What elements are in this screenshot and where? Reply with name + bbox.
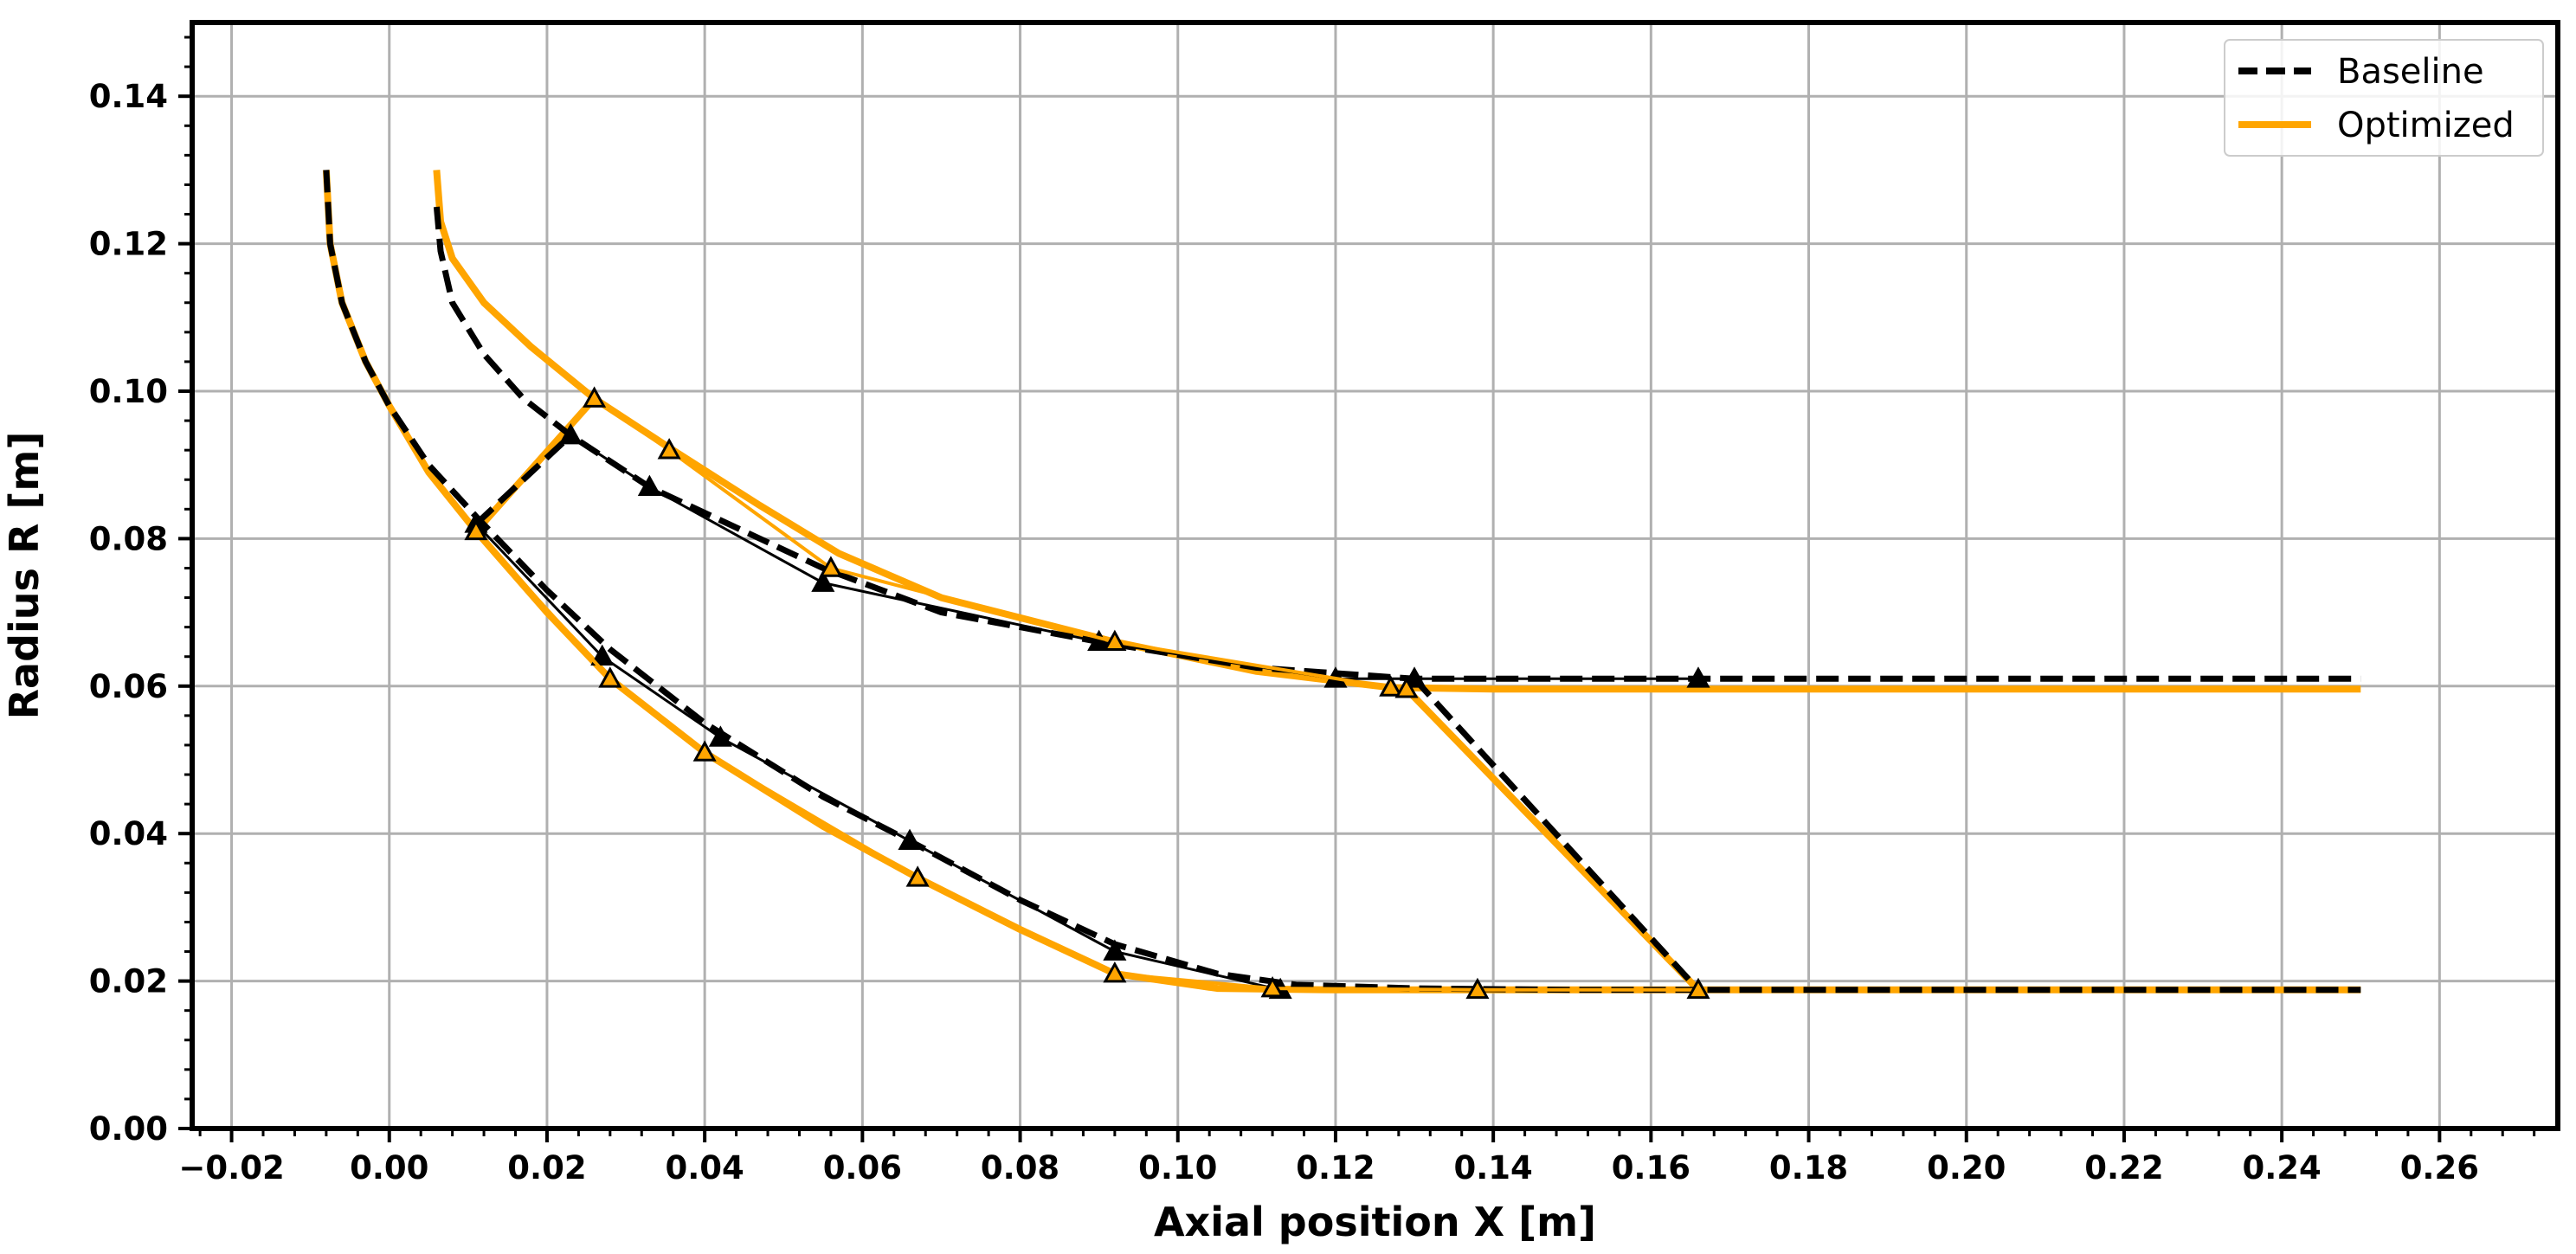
control-point-baseline [1402,666,1426,688]
x-tick-label: 0.20 [1927,1149,2006,1186]
tick-labels: −0.02 0.00 0.02 0.04 0.06 0.08 0.10 0.12 0.14 0.1… [89,78,2479,1186]
control-point-optimized [692,740,717,762]
x-tick-label: 0.24 [2243,1149,2322,1186]
control-point-optimized [657,438,681,460]
y-tick-label: 0.10 [89,373,168,410]
control-point-optimized [1379,675,1403,697]
control-point-baseline [811,570,835,592]
control-point-optimized [1686,977,1710,1000]
x-tick-label: 0.16 [1612,1149,1690,1186]
x-tick-label: 0.04 [666,1149,744,1186]
control-point-optimized [598,666,622,688]
grid [192,23,2558,1130]
control-point-baseline [708,725,732,747]
x-tick-label: 0.22 [2084,1149,2163,1186]
legend-label-optimized: Optimized [2337,106,2515,145]
y-tick-label: 0.12 [89,226,168,263]
control-point-optimized [464,518,488,541]
y-tick-label: 0.14 [89,78,168,115]
control-point-optimized [1394,677,1419,698]
control-polygon-optimized [474,530,1698,992]
control-point-baseline [1087,629,1111,651]
control-point-optimized [1465,977,1490,1000]
control-point-optimized [819,556,843,577]
control-polygon-baseline [474,523,1281,992]
y-tick-label: 0.06 [89,668,168,705]
control-point-optimized [905,865,930,887]
x-tick-label: 0.18 [1769,1149,1848,1186]
control-point-baseline [898,828,922,851]
y-axis-label: Radius R [m] [1,432,48,720]
control-point-optimized [1103,629,1127,651]
x-tick-label: 0.08 [981,1149,1059,1186]
control-point-baseline [637,474,661,497]
x-tick-label: 0.26 [2400,1149,2479,1186]
series-optimized-trailing-edge [1404,686,1701,993]
control-polygon-layer [464,386,1710,1000]
series-baseline-leading-edge [473,433,573,526]
control-point-optimized [1260,976,1285,998]
axis-ticks [178,35,2536,1142]
x-tick-label: −0.02 [178,1149,284,1186]
control-point-baseline [590,644,615,666]
y-tick-label: 0.02 [89,963,168,1000]
x-tick-label: 0.00 [350,1149,428,1186]
control-point-optimized [583,386,607,408]
x-tick-label: 0.02 [507,1149,586,1186]
plot-frame [190,20,2560,1131]
series-baseline-trailing-edge [1412,676,1701,993]
y-tick-label: 0.00 [89,1110,168,1148]
control-point-optimized [1103,961,1127,983]
control-point-baseline [558,423,583,445]
series-optimized-shroud [433,170,2361,693]
control-point-baseline [1686,666,1710,688]
x-tick-label: 0.10 [1138,1149,1217,1186]
x-tick-label: 0.06 [823,1149,902,1186]
x-axis-label: Axial position X [m] [1154,1199,1596,1245]
legend: Baseline Optimized [2224,39,2544,157]
control-point-baseline [1103,939,1127,961]
x-tick-label: 0.12 [1296,1149,1375,1186]
x-tick-label: 0.14 [1454,1149,1533,1186]
y-tick-label: 0.08 [89,520,168,557]
legend-label-baseline: Baseline [2337,52,2484,92]
y-tick-label: 0.04 [89,815,168,852]
